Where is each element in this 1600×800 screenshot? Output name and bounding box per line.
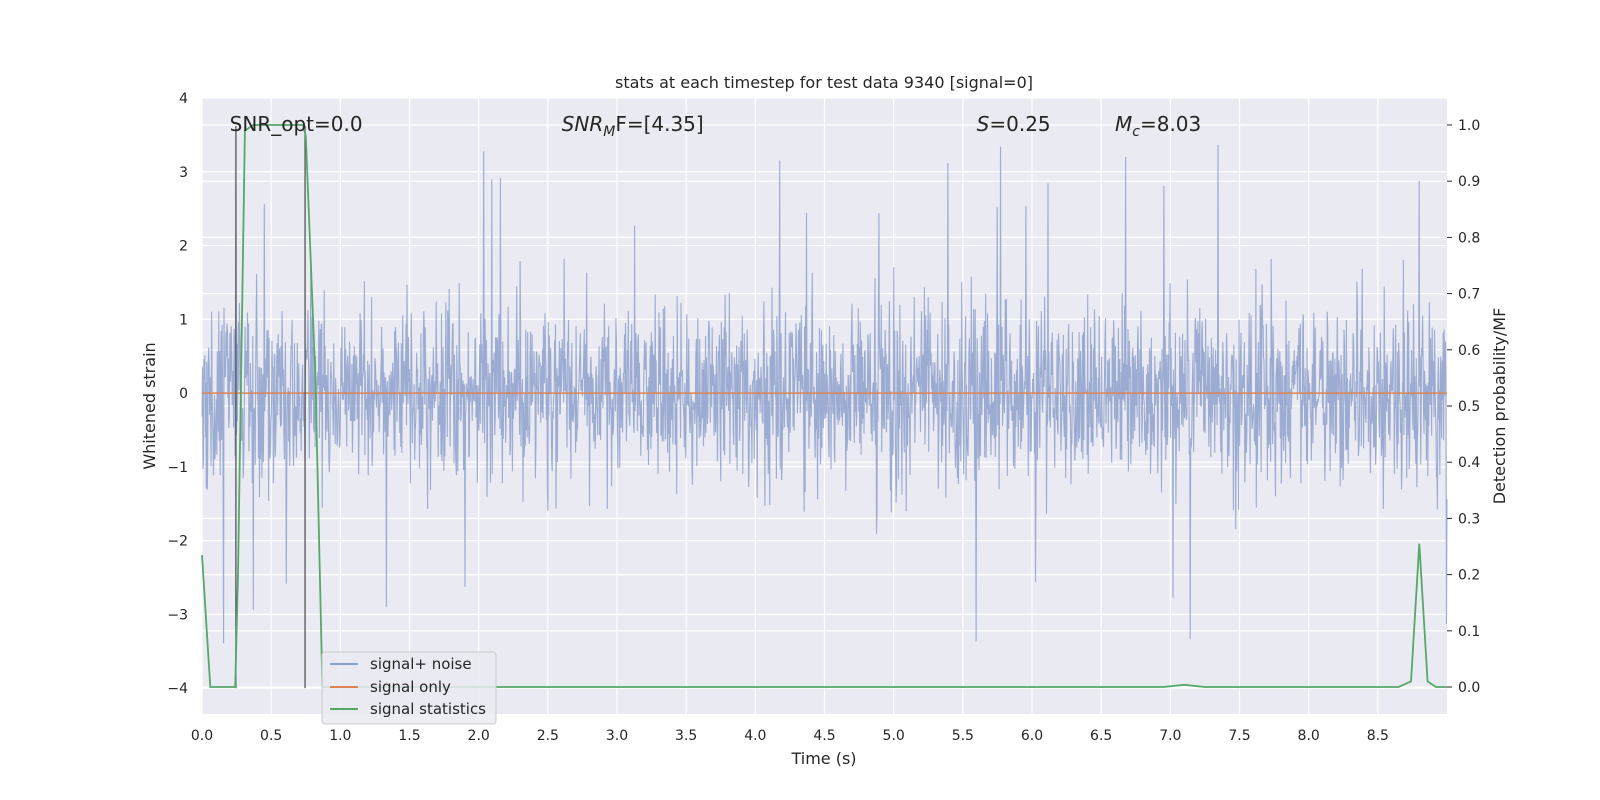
annotation-text: Mc=8.03 [1115, 112, 1201, 140]
x-tick-label: 0.0 [191, 728, 213, 744]
y-tick-label: 3 [179, 165, 188, 181]
x-tick-label: 8.0 [1298, 728, 1320, 744]
x-tick-label: 1.0 [329, 728, 351, 744]
y2-tick-label: 0.8 [1458, 230, 1480, 246]
legend-label-stats: signal statistics [370, 700, 486, 718]
y-tick-label: 0 [179, 386, 188, 402]
y2-tick-label: 0.4 [1458, 455, 1480, 471]
x-tick-label: 3.0 [606, 728, 628, 744]
signal-noise-line [201, 144, 1448, 644]
signal-statistics-line [201, 124, 1447, 688]
y2-tick-label: 0.3 [1458, 511, 1480, 527]
x-tick-label: 8.5 [1367, 728, 1389, 744]
x-tick-label: 5.5 [952, 728, 974, 744]
annotation-text: SNRMF=[4.35] [562, 112, 704, 140]
x-tick-label: 2.0 [468, 728, 490, 744]
y2-tick-label: 0.7 [1458, 287, 1480, 303]
x-tick-label: 4.5 [813, 728, 835, 744]
x-tick-labels: 0.0 0.5 1.0 1.5 2.0 2.5 3.0 3.5 4.0 4.5 5.0 5.5 6.0 6… [191, 728, 1389, 744]
x-tick-label: 3.5 [675, 728, 697, 744]
y-axis-label: Whitened strain [140, 342, 159, 469]
y-tick-label: −4 [167, 681, 188, 697]
y-tick-label: −1 [167, 460, 188, 476]
x-tick-label: 0.5 [260, 728, 282, 744]
signal-statistics-series [201, 124, 1447, 688]
legend: signal+ noise signal only signal statist… [321, 651, 497, 725]
x-tick-label: 7.0 [1159, 728, 1181, 744]
legend-label-noise: signal+ noise [370, 655, 472, 673]
y2-tick-label: 0.1 [1458, 624, 1480, 640]
x-tick-label: 7.5 [1228, 728, 1250, 744]
y2-tick-label: 0.6 [1458, 343, 1480, 359]
y-tick-label: 1 [179, 312, 188, 328]
x-tick-label: 5.0 [883, 728, 905, 744]
x-tick-label: 4.0 [744, 728, 766, 744]
y-tick-label: 2 [179, 239, 188, 255]
x-tick-label: 6.5 [1090, 728, 1112, 744]
legend-label-signal: signal only [370, 678, 451, 696]
y2-tick-label: 1.0 [1458, 118, 1480, 134]
y-tick-label: 4 [179, 91, 188, 107]
annotation-text: SNR_opt=0.0 [230, 112, 363, 136]
y2-tick-label: 0.9 [1458, 174, 1480, 190]
y2-axis-label: Detection probability/MF [1490, 308, 1509, 505]
y-tick-label: −3 [167, 607, 188, 623]
annotation-text: S=0.25 [977, 112, 1051, 136]
annotations: SNR_opt=0.0 SNRMF=[4.35] S=0.25 Mc=8.03 [230, 112, 1202, 140]
y2-tick-label: 0.0 [1458, 680, 1480, 696]
y2-tick-labels: 1.0 0.9 0.8 0.7 0.6 0.5 0.4 0.3 0.2 0.1 0.0 [1447, 118, 1480, 696]
x-axis-label: Time (s) [790, 749, 856, 768]
marker-lines [235, 126, 306, 689]
y-tick-labels: 4 3 2 1 0 −1 −2 −3 −4 [167, 91, 188, 697]
legend-box [321, 651, 497, 725]
signal-noise-series [201, 144, 1448, 644]
x-tick-label: 6.0 [1021, 728, 1043, 744]
y2-tick-label: 0.2 [1458, 568, 1480, 584]
x-tick-label: 1.5 [398, 728, 420, 744]
y2-tick-label: 0.5 [1458, 399, 1480, 415]
chart-title: stats at each timestep for test data 934… [615, 73, 1033, 92]
x-tick-label: 2.5 [537, 728, 559, 744]
y-tick-label: −2 [167, 534, 188, 550]
